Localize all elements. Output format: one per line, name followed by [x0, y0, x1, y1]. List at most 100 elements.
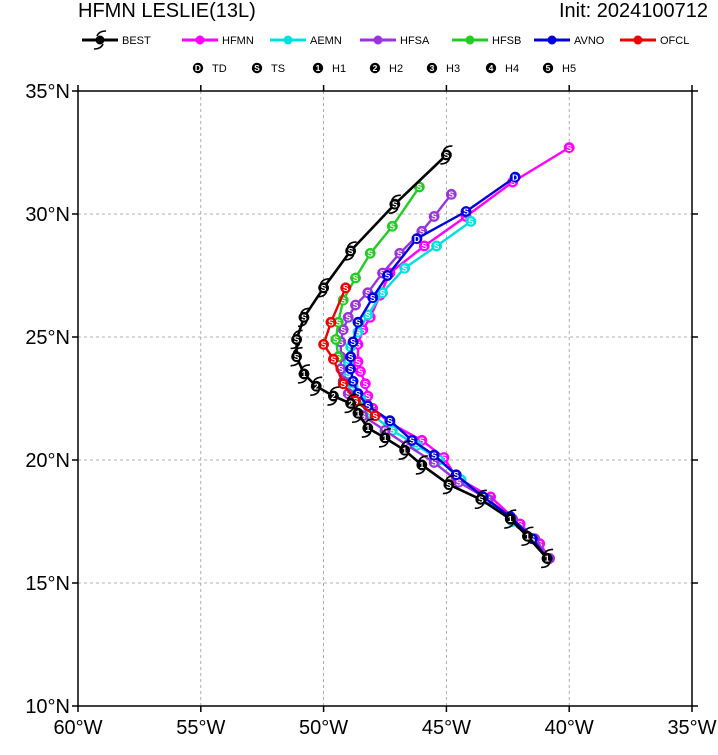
intensity-legend-label: TS	[271, 63, 285, 75]
track-point: S	[382, 270, 393, 281]
x-tick-label: 35°W	[667, 717, 716, 739]
track-point: S	[345, 245, 357, 257]
hurricane-glyph-arm	[391, 194, 401, 201]
track-point-symbol: S	[321, 283, 327, 293]
track-point-symbol: S	[336, 352, 342, 362]
hurricane-glyph-arm	[477, 489, 487, 496]
track-point: S	[330, 334, 342, 345]
y-tick-label: 35°N	[25, 81, 70, 103]
track-point: S	[359, 378, 371, 390]
intensity-legend-marker	[542, 62, 554, 74]
track-point: S	[465, 215, 477, 227]
track-point-symbol: S	[402, 263, 408, 273]
legend-item-aemn: AEMN	[270, 35, 342, 47]
track-point-dot	[298, 368, 310, 380]
hurricane-glyph-arm	[351, 416, 362, 424]
track-point-dot	[541, 552, 553, 564]
init-time: Init: 2024100712	[558, 0, 708, 22]
y-tick-label: 15°N	[25, 573, 70, 595]
track-point-symbol: S	[355, 327, 361, 337]
track-point-dot	[465, 215, 477, 227]
track-point-symbol: S	[355, 389, 361, 399]
intensity-legend-h5: 5 H5	[542, 62, 576, 75]
track-point-symbol: S	[397, 249, 403, 259]
intensity-legend-h1: 1 H1	[312, 62, 346, 75]
hurricane-glyph-arm	[521, 539, 532, 547]
track-point: S	[431, 240, 443, 252]
track-point: S	[291, 334, 303, 345]
track-point-symbol: S	[340, 325, 346, 335]
track-point: S	[340, 282, 352, 294]
intensity-legend-label: TD	[212, 63, 227, 75]
track-point-symbol: S	[360, 411, 366, 421]
track-point-dot	[509, 171, 521, 183]
legend-label: AVNO	[574, 35, 605, 47]
track-point-symbol: S	[370, 293, 376, 303]
track-point-dot	[460, 206, 472, 217]
hurricane-glyph-arm	[300, 307, 310, 314]
track-point-dot	[318, 282, 330, 294]
track-point-symbol: S	[414, 440, 420, 450]
track-point-dot	[416, 459, 428, 471]
intensity-legend-marker	[485, 62, 497, 74]
track-point-symbol: S	[301, 313, 307, 323]
plot-frame	[77, 90, 693, 707]
legend-marker	[283, 35, 293, 45]
legend-label: OFCL	[660, 35, 689, 47]
x-tick-label: 60°W	[53, 717, 102, 739]
track-point-dot	[352, 316, 364, 328]
track-point-symbol: S	[390, 222, 396, 232]
track-point-symbol: S	[380, 288, 386, 298]
track-point: 1	[362, 422, 374, 434]
grid	[78, 91, 692, 706]
hurricane-glyph-arm	[297, 320, 308, 328]
track-point: S	[450, 469, 462, 481]
intensity-legend: D TD S TS 1 H1 2 H2 3 H3 4 H4 5 H5	[192, 62, 576, 75]
track-point: S	[354, 365, 366, 377]
track-point: S	[327, 353, 339, 365]
track-point: S	[386, 220, 398, 232]
track-point: S	[350, 272, 361, 284]
track-point-symbol: S	[328, 317, 334, 327]
track-point-symbol: S	[463, 207, 469, 217]
hurricane-glyph-arm	[354, 403, 365, 410]
intensity-legend-marker	[312, 62, 324, 74]
track-point-symbol: 1	[545, 554, 550, 564]
hurricane-glyph-arm	[292, 329, 303, 336]
track-point-symbol: S	[444, 150, 450, 160]
track-point: D	[509, 171, 521, 183]
track-point-dot	[382, 270, 393, 281]
track-point-dot	[364, 247, 376, 259]
intensity-legend-symbol: S	[254, 63, 260, 73]
track-point-dot	[325, 316, 337, 328]
intensity-legend-symbol: D	[195, 63, 201, 73]
track-point: 2	[327, 390, 339, 402]
track-point: S	[389, 198, 401, 210]
chart-title: HFMN LESLIE(13L)	[78, 0, 256, 22]
track-point-dot	[342, 311, 354, 323]
track-point-symbol: S	[387, 416, 393, 426]
legend-marker	[95, 35, 105, 45]
track-point-symbol: S	[345, 357, 351, 367]
track-point: 2	[345, 397, 357, 409]
hurricane-glyph-arm	[398, 453, 409, 460]
y-tick-label: 30°N	[25, 204, 70, 226]
hurricane-glyph-arm	[364, 418, 374, 425]
track-point-symbol: S	[358, 367, 364, 377]
track-point-symbol: 1	[356, 408, 361, 418]
track-point: S	[475, 493, 487, 505]
intensity-legend-label: H2	[389, 63, 403, 75]
hurricane-glyph-arm	[93, 43, 104, 50]
track-point-dot	[310, 380, 322, 392]
track-point: S	[350, 299, 361, 311]
track-point-symbol: S	[446, 480, 452, 490]
track-point: S	[428, 449, 440, 461]
track-point: S	[377, 287, 388, 299]
track-point-dot	[379, 432, 391, 444]
track-point-dot	[431, 240, 443, 252]
track-point-symbol: S	[365, 391, 371, 401]
legend-marker	[373, 35, 383, 45]
intensity-legend-symbol: 2	[373, 63, 378, 73]
